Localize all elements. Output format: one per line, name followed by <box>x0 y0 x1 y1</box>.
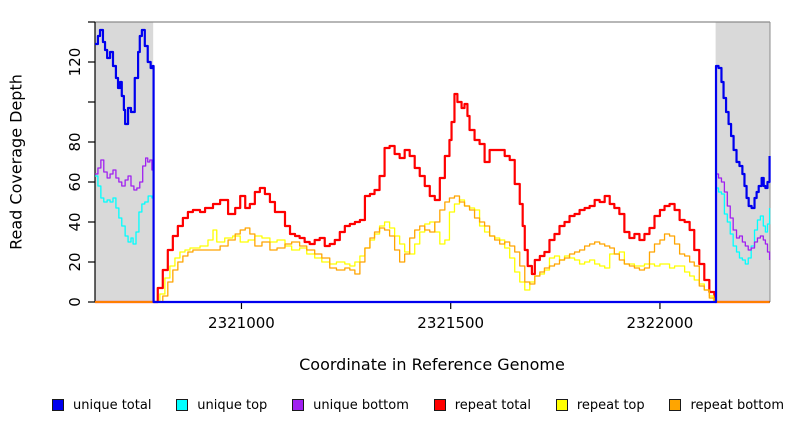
y-tick-label: 40 <box>66 212 84 232</box>
legend-swatch-icon <box>176 399 189 411</box>
series-line-unique-total <box>95 28 771 304</box>
legend-swatch-icon <box>52 399 64 411</box>
series-line-repeat-bottom <box>95 195 770 303</box>
legend-item-unique-top: unique top <box>176 398 267 413</box>
legend-item-repeat-total: repeat total <box>433 397 531 413</box>
series-line-repeat-top <box>95 199 770 303</box>
legend-label: repeat total <box>454 397 531 413</box>
legend-label: unique top <box>197 397 268 413</box>
y-tick-label: 20 <box>66 252 84 272</box>
legend-label: unique total <box>73 397 152 413</box>
shaded-region <box>715 22 770 302</box>
legend-item-unique-bottom: unique bottom <box>292 398 409 413</box>
legend-swatch-icon <box>669 399 682 411</box>
legend-swatch-icon <box>292 399 305 411</box>
legend-label: unique bottom <box>313 397 409 413</box>
x-tick-label: 2321000 <box>208 314 275 332</box>
series-line-unique-bottom <box>95 157 771 303</box>
y-tick-label: 60 <box>66 172 84 192</box>
legend-swatch-icon <box>555 399 568 411</box>
y-tick-label: 80 <box>66 132 84 152</box>
x-tick-label: 2321500 <box>417 314 485 332</box>
x-tick-label: 2322000 <box>626 314 694 332</box>
shaded-region <box>95 22 154 302</box>
legend-label: repeat bottom <box>690 397 784 413</box>
legend-swatch-icon <box>433 399 446 411</box>
legend-item-repeat-top: repeat top <box>555 397 645 413</box>
x-axis-title: Coordinate in Reference Genome <box>299 355 565 374</box>
legend-item-repeat-bottom: repeat bottom <box>669 398 784 413</box>
legend-item-unique-total: unique total <box>52 398 151 413</box>
legend: unique total unique top unique bottom repea… <box>52 395 784 415</box>
y-tick-label: 0 <box>66 297 84 307</box>
legend-label: repeat top <box>576 397 645 413</box>
series-line-repeat-total <box>95 92 770 304</box>
y-axis-title: Read Coverage Depth <box>6 74 26 250</box>
y-tick-label: 120 <box>66 47 84 77</box>
